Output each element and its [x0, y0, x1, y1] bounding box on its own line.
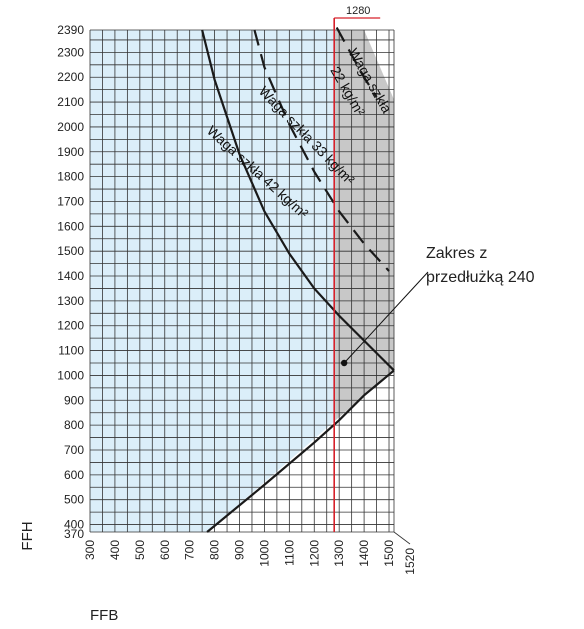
series-line-0	[201, 29, 395, 372]
series-line-3	[206, 369, 395, 533]
x-tick-label: 1100	[282, 540, 296, 566]
y-tick-label: 1000	[57, 368, 84, 382]
series-line-1	[253, 29, 390, 272]
x-end-leader	[393, 531, 411, 545]
y-tick-label: 2000	[57, 120, 84, 134]
y-tick-label: 1200	[57, 319, 84, 333]
y-tick-label: 1600	[57, 219, 84, 233]
y-tick-label: 600	[64, 468, 84, 482]
y-tick-label: 700	[64, 443, 84, 457]
y-start-label: 370	[64, 527, 84, 541]
series-line-2	[335, 26, 378, 98]
x-tick-label: 1000	[257, 540, 271, 567]
x-tick-label: 1200	[307, 540, 321, 567]
y-tick-label: 900	[64, 393, 84, 407]
region-0	[90, 30, 335, 532]
x-axis-title: FFB	[90, 607, 118, 624]
x-tick-label: 800	[208, 540, 222, 560]
y-tick-label: 1400	[57, 269, 84, 283]
x-tick-label: 1500	[382, 540, 396, 567]
y-tick-label: 2390	[57, 23, 84, 37]
y-tick-label: 500	[64, 493, 84, 507]
marker-label: 1280	[346, 5, 370, 17]
y-tick-label: 800	[64, 418, 84, 432]
y-tick-label: 1900	[57, 145, 84, 159]
y-tick-label: 1100	[58, 344, 84, 358]
x-tick-label: 1400	[357, 540, 371, 567]
x-tick-label: 600	[158, 540, 172, 560]
y-tick-label: 1500	[57, 244, 84, 258]
x-tick-label: 400	[108, 540, 122, 560]
x-tick-label: 900	[233, 540, 247, 560]
annotation-leader	[343, 271, 429, 364]
y-tick-label: 1300	[57, 294, 84, 308]
y-tick-label: 400	[64, 518, 84, 532]
x-tick-label: 1300	[332, 540, 346, 567]
annotation-text-line: przedłużką 240	[426, 269, 535, 286]
y-tick-label: 1700	[57, 194, 84, 208]
annotation-text-line: Zakres z	[426, 245, 487, 262]
x-tick-label: 700	[183, 540, 197, 560]
y-tick-label: 2200	[57, 70, 84, 84]
x-tick-label: 500	[133, 540, 147, 560]
y-tick-label: 2300	[57, 45, 84, 59]
x-tick-label: 300	[83, 540, 97, 560]
y-tick-label: 2100	[57, 95, 84, 109]
x-end-label: 1520	[403, 548, 417, 575]
y-axis-title: FFH	[19, 521, 36, 550]
y-tick-label: 1800	[57, 170, 84, 184]
